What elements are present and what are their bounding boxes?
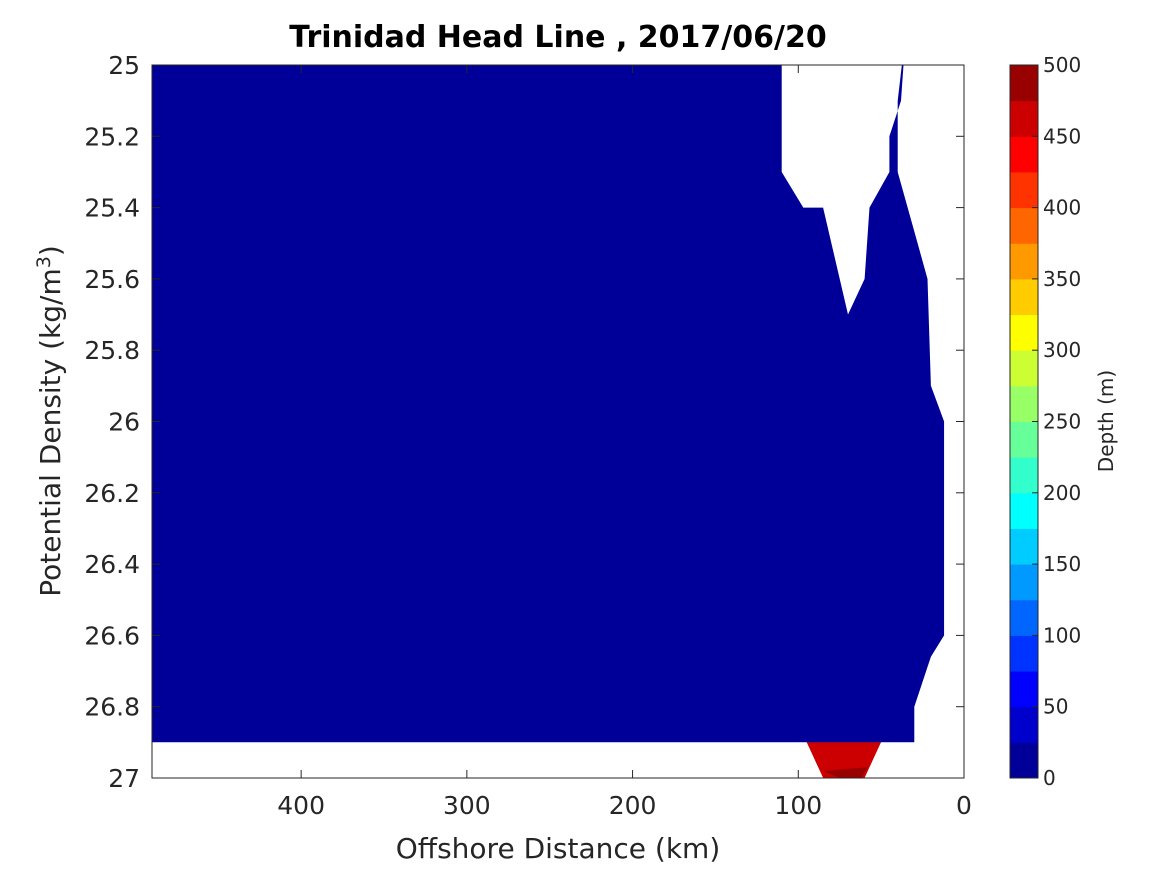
- colorbar-segment: [1010, 278, 1038, 316]
- mask-upper-right: [781, 65, 964, 422]
- colorbar-ticks: 0 50 100 150 200 250 300 350 400 450 500: [1032, 53, 1081, 790]
- x-tick-label: 400: [277, 791, 325, 820]
- colorbar-segment: [1010, 350, 1038, 387]
- y-tick-label: 26.2: [84, 479, 140, 508]
- colorbar-segment: [1010, 457, 1038, 494]
- colorbar-segment: [1010, 207, 1038, 244]
- colorbar-tick-label: 400: [1043, 196, 1081, 220]
- colorbar-tick-label: 450: [1043, 124, 1081, 148]
- contour-band-deep-trough-core: [823, 767, 868, 778]
- y-tick-label: 27: [108, 764, 140, 793]
- y-tick-label: 25.2: [84, 122, 140, 151]
- y-tick-label: 26.4: [84, 550, 140, 579]
- y-tick-label: 26: [108, 408, 140, 437]
- colorbar-tick-label: 100: [1043, 623, 1081, 647]
- x-tick-label: 200: [609, 791, 657, 820]
- colorbar-tick-label: 250: [1043, 410, 1081, 434]
- colorbar-segment: [1010, 243, 1038, 280]
- colorbar-tick-label: 500: [1043, 53, 1081, 77]
- contour-band-0-25: [152, 65, 945, 743]
- colorbar-segment: [1010, 171, 1038, 209]
- y-axis: 25 25.2 25.4 25.6 25.8 26 26.2 26.4 26.6 26.8 27: [84, 51, 964, 793]
- data-void-masks: [152, 65, 964, 778]
- mask-bottom: [152, 642, 964, 778]
- x-axis-label: Offshore Distance (km): [396, 832, 721, 865]
- colorbar-tick-label: 50: [1043, 695, 1068, 719]
- colorbar-tick-label: 150: [1043, 552, 1081, 576]
- y-tick-label: 26.8: [84, 693, 140, 722]
- colorbar-segment: [1010, 65, 1038, 102]
- x-axis: 400 300 200 100 0: [277, 65, 972, 820]
- y-tick-label: 25.6: [84, 265, 140, 294]
- y-axis-label-superscript: 3: [33, 256, 55, 268]
- colorbar-segment: [1010, 742, 1038, 779]
- y-axis-label-close: ): [34, 245, 67, 256]
- colorbar: [1010, 65, 1038, 779]
- colorbar-label: Depth (m): [1094, 370, 1118, 472]
- x-tick-label: 300: [443, 791, 491, 820]
- colorbar-segment: [1010, 385, 1038, 422]
- colorbar-segment: [1010, 100, 1038, 137]
- y-tick-label: 25: [108, 51, 140, 80]
- colorbar-segment: [1010, 599, 1038, 636]
- colorbar-tick-label: 300: [1043, 338, 1081, 362]
- colorbar-segment: [1010, 671, 1038, 708]
- colorbar-segment: [1010, 492, 1038, 529]
- y-axis-label: Potential Density (kg/m3): [33, 245, 67, 597]
- y-tick-label: 25.8: [84, 336, 140, 365]
- colorbar-segment: [1010, 564, 1038, 601]
- colorbar-segment: [1010, 635, 1038, 672]
- colorbar-tick-label: 200: [1043, 481, 1081, 505]
- colorbar-segment: [1010, 528, 1038, 565]
- contour-bands: [152, 65, 945, 778]
- colorbar-segment: [1010, 136, 1038, 173]
- y-tick-label: 26.6: [84, 621, 140, 650]
- colorbar-tick-label: 350: [1043, 267, 1081, 291]
- colorbar-segment: [1010, 421, 1038, 458]
- chart-title: Trinidad Head Line , 2017/06/20: [289, 20, 826, 55]
- colorbar-tick-label: 0: [1043, 766, 1056, 790]
- y-tick-label: 25.4: [84, 194, 140, 223]
- y-axis-label-main: Potential Density (kg/m: [34, 268, 67, 597]
- x-tick-label: 0: [956, 791, 972, 820]
- colorbar-segment: [1010, 314, 1038, 351]
- x-tick-label: 100: [774, 791, 822, 820]
- colorbar-segment: [1010, 706, 1038, 743]
